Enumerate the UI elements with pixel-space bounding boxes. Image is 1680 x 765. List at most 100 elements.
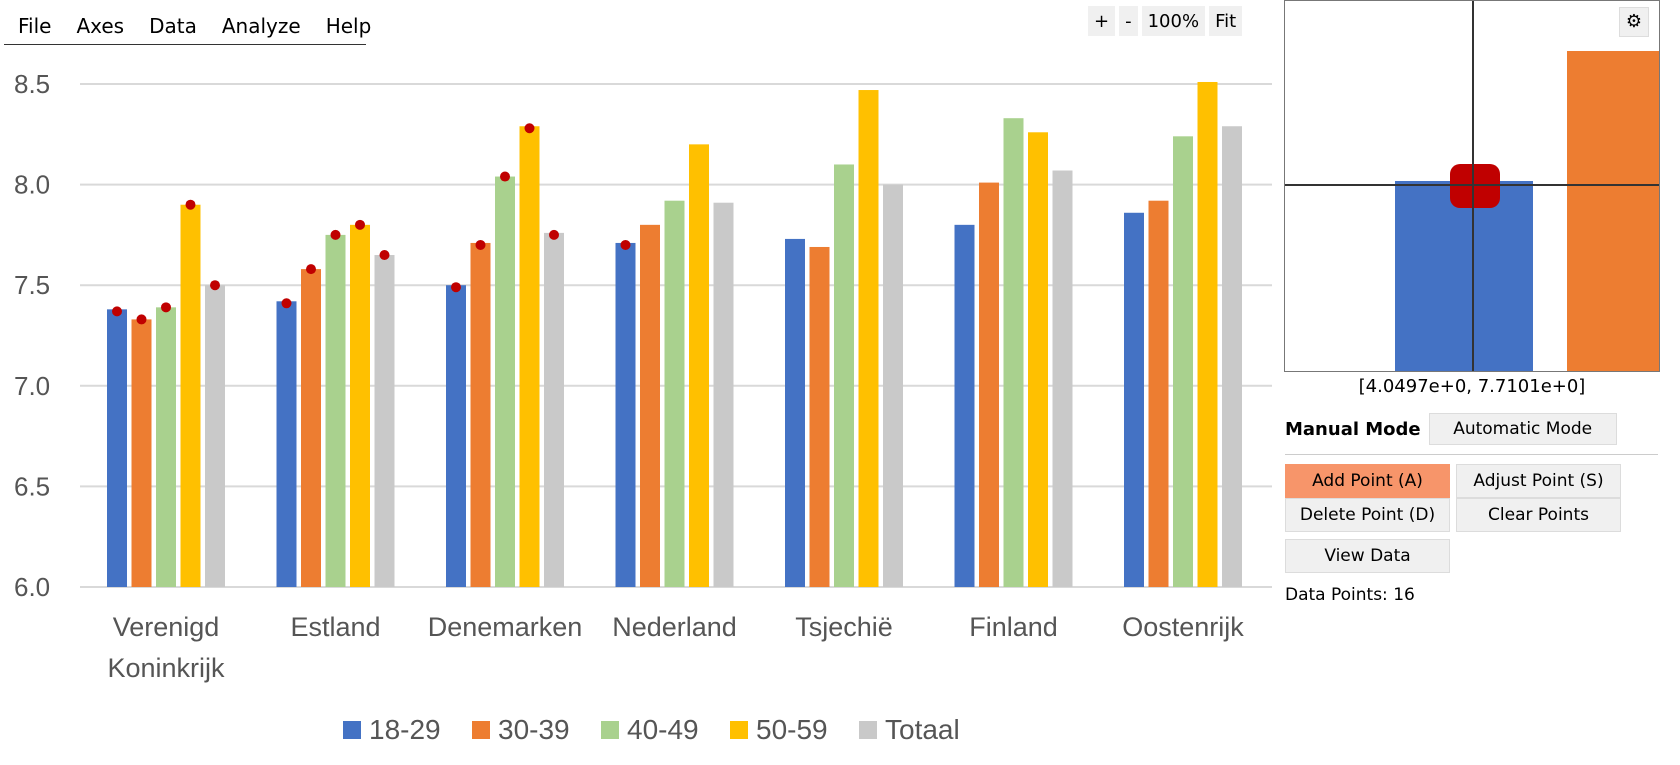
menu-bar: File Axes Data Analyze Help [4,8,371,45]
legend-label: 40-49 [627,714,699,745]
legend-label: Totaal [885,714,960,745]
magnified-bar-orange [1567,51,1659,371]
menu-help[interactable]: Help [325,14,372,38]
panel-divider [1285,454,1658,455]
zoom-level-button[interactable]: 100% [1141,6,1206,36]
y-tick-label: 6.5 [14,471,50,501]
legend-swatch [859,721,877,739]
legend-label: 18-29 [369,714,441,745]
digitized-point [524,123,535,134]
bar-40-49 [664,200,685,588]
legend-swatch [730,721,748,739]
bar-40-49 [325,234,346,587]
data-points-count: Data Points: 16 [1285,585,1415,605]
bar-18-29 [276,301,297,587]
bar-30-39 [301,269,321,587]
bar-totaal [205,285,225,587]
bar-18-29 [107,309,127,587]
y-tick-label: 7.0 [14,371,50,401]
bar-totaal [374,255,395,587]
bar-50-59 [689,144,709,588]
digitized-point [451,282,461,293]
category-label: Oostenrijk [1122,612,1244,642]
menu-axes[interactable]: Axes [76,14,125,38]
bar-50-59 [1028,132,1048,587]
bar-30-39 [1148,200,1169,588]
bar-30-39 [809,246,830,588]
view-data-button[interactable]: View Data [1285,539,1450,573]
bar-totaal [1052,170,1073,587]
menu-analyze[interactable]: Analyze [221,14,301,38]
bar-50-59 [858,90,879,587]
bar-40-49 [834,164,854,587]
digitized-point [161,302,171,313]
category-label: Nederland [612,612,737,642]
adjust-point-button[interactable]: Adjust Point (S) [1456,464,1621,498]
category-label: Estland [290,612,380,642]
bar-30-39 [131,319,152,587]
bar-40-49 [495,176,515,587]
digitized-point [379,250,390,261]
bar-40-49 [1173,136,1193,587]
digitized-point [185,199,196,210]
y-tick-label: 6.0 [14,572,50,602]
magnified-bar-blue [1395,181,1533,371]
category-label: Denemarken [428,612,583,642]
legend-swatch [601,721,619,739]
bar-18-29 [954,224,975,587]
menu-data[interactable]: Data [149,14,197,38]
bar-50-59 [350,224,370,587]
category-label: Tsjechië [795,612,893,642]
digitized-point [136,314,147,325]
bar-18-29 [1124,212,1144,587]
bar-30-39 [979,182,999,587]
add-point-button[interactable]: Add Point (A) [1285,464,1450,498]
bar-totaal [713,202,734,587]
gear-icon[interactable]: ⚙ [1619,7,1649,37]
bar-totaal [544,232,564,587]
cursor-coordinates: [4.0497e+0, 7.7101e+0] [1358,376,1586,397]
bar-18-29 [615,242,636,587]
bar-30-39 [470,242,491,587]
automatic-mode-button[interactable]: Automatic Mode [1428,413,1617,445]
y-tick-label: 8.5 [14,69,50,99]
menu-file[interactable]: File [18,14,52,38]
y-tick-label: 7.5 [14,270,50,300]
digitized-point [620,239,631,250]
bar-totaal [883,184,903,587]
digitized-point [210,280,220,291]
zoom-controls: + - 100% Fit [1088,6,1243,36]
digitized-point [475,239,486,250]
bar-50-59 [1197,81,1218,587]
bar-40-49 [156,307,176,587]
magnifier-view: ⚙ [1284,0,1660,372]
manual-mode-label: Manual Mode [1285,418,1421,440]
digitized-point [330,229,341,240]
digitized-point [281,298,292,309]
legend-label: 50-59 [756,714,828,745]
zoom-out-button[interactable]: - [1119,6,1138,36]
magnifier-image [1285,1,1659,371]
bar-50-59 [519,126,540,587]
legend-label: 30-39 [498,714,570,745]
bar-40-49 [1003,118,1024,587]
delete-point-button[interactable]: Delete Point (D) [1285,498,1450,532]
bar-18-29 [446,285,466,587]
bar-18-29 [785,238,805,587]
category-label: Verenigd [113,612,220,642]
category-label: Koninkrijk [107,653,225,683]
clear-points-button[interactable]: Clear Points [1456,498,1621,532]
zoom-fit-button[interactable]: Fit [1209,6,1243,36]
digitized-point [112,306,122,317]
zoom-in-button[interactable]: + [1088,6,1116,36]
bar-50-59 [180,204,201,587]
digitized-point [500,171,510,182]
plot-canvas[interactable]: 6.0 6.5 7.0 7.5 8.0 8.5 Verenigd Koninkrijk Estl… [0,44,1285,765]
digitized-point [549,229,559,240]
mode-row: Manual Mode Automatic Mode [1285,413,1617,445]
bar-30-39 [640,224,660,587]
bar-totaal [1222,126,1242,587]
category-label: Finland [969,612,1058,642]
legend-swatch [472,721,490,739]
y-tick-label: 8.0 [14,170,50,200]
